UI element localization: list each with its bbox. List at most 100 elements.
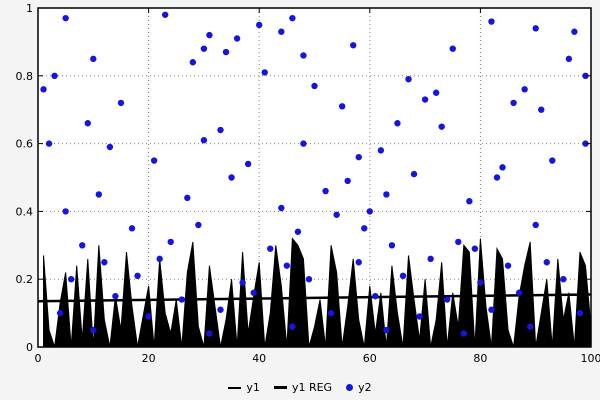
- legend-label-y2: y2: [358, 381, 372, 394]
- y2-scatter-point: [90, 55, 97, 63]
- y2-scatter-point: [521, 86, 528, 93]
- y2-scatter-point: [582, 72, 589, 80]
- legend-item-y1-reg: y1 REG: [273, 381, 332, 394]
- y2-scatter-point: [189, 59, 197, 66]
- y2-scatter-point: [327, 309, 335, 317]
- y2-scatter-point: [355, 259, 362, 266]
- y2-scatter-point: [466, 198, 473, 205]
- y2-scatter-point: [532, 221, 539, 229]
- y2-scatter-point: [206, 330, 213, 337]
- y2-scatter-point: [526, 323, 534, 330]
- plot-border: [37, 7, 592, 348]
- x-tick-label: 20: [142, 352, 156, 365]
- y2-scatter-point: [206, 31, 213, 39]
- y2-scatter-point: [455, 238, 462, 246]
- y2-scatter-point: [388, 242, 396, 249]
- x-tick-label: 100: [581, 352, 600, 365]
- y2-scatter-point: [560, 276, 567, 283]
- y2-scatter-point: [40, 86, 47, 93]
- y2-scatter-point: [460, 330, 468, 337]
- y2-scatter-point: [239, 279, 246, 286]
- x-tick-label: 80: [473, 352, 487, 365]
- y2-scatter-point: [438, 123, 445, 130]
- y2-scatter-point: [549, 157, 556, 164]
- y2-scatter-point: [184, 194, 191, 202]
- y2-scatter-point: [161, 11, 169, 18]
- y2-scatter-point: [178, 296, 185, 303]
- y2-scatter-point: [167, 238, 174, 246]
- legend-item-y1: y1: [228, 381, 260, 394]
- y-tick-label: 0.2: [16, 273, 34, 286]
- y2-scatter-point: [344, 177, 351, 185]
- y2-scatter-point: [233, 35, 241, 42]
- y2-scatter-point: [106, 143, 114, 151]
- y2-scatter-point: [289, 14, 296, 22]
- y2-scatter-point: [56, 309, 64, 317]
- y2-scatter-point: [576, 309, 584, 317]
- y2-scatter-point: [338, 103, 346, 110]
- y2-scatter-point: [432, 89, 440, 96]
- y2-scatter-point: [416, 313, 423, 320]
- y2-scatter-point: [538, 106, 545, 113]
- y-tick-label: 1: [26, 2, 33, 15]
- y2-scatter-point: [217, 306, 224, 313]
- y2-scatter-point: [117, 99, 125, 107]
- y2-scatter-point: [294, 228, 302, 235]
- y2-scatter-point: [195, 221, 202, 229]
- y2-scatter-point: [283, 262, 291, 269]
- y2-scatter-point: [372, 292, 379, 300]
- y2-scatter-point: [399, 272, 407, 280]
- y2-scatter-point: [278, 28, 285, 35]
- y2-scatter-point: [222, 48, 230, 56]
- y2-scatter-point: [200, 137, 208, 144]
- y2-scatter-point: [200, 45, 208, 52]
- y2-scatter-point: [565, 55, 573, 63]
- y2-scatter-point: [217, 126, 224, 134]
- y2-scatter-point: [45, 140, 53, 147]
- y2-scatter-point: [79, 242, 86, 249]
- y2-scatter-point: [267, 245, 274, 252]
- y2-scatter-point: [62, 14, 69, 22]
- y-tick-label: 0.4: [16, 205, 34, 218]
- y2-scatter-point: [90, 326, 97, 334]
- x-tick-label: 0: [35, 352, 42, 365]
- y2-scatter-point: [289, 323, 296, 330]
- y2-scatter-point: [84, 120, 91, 127]
- y2-scatter-point: [62, 208, 69, 215]
- y2-scatter-point: [150, 157, 158, 164]
- y2-scatter-point: [383, 326, 390, 334]
- y2-scatter-point: [128, 225, 136, 232]
- y2-scatter-point: [101, 259, 108, 266]
- y2-scatter-point: [444, 296, 451, 303]
- y-tick-label: 0: [26, 341, 33, 354]
- y2-scatter-point: [261, 69, 268, 76]
- y-tick-label: 0.8: [16, 70, 34, 83]
- y2-scatter-point: [421, 96, 429, 103]
- y2-scatter-point: [355, 153, 362, 161]
- x-tick-label: 40: [252, 352, 266, 365]
- y2-scatter-point: [145, 313, 152, 320]
- legend: y1 y1 REG y2: [0, 381, 600, 394]
- y2-scatter-point: [256, 21, 263, 29]
- y2-scatter-point: [250, 289, 257, 296]
- y2-scatter-point: [477, 279, 484, 286]
- y2-scatter-point: [394, 120, 401, 127]
- y2-scatter-point: [532, 25, 539, 32]
- y2-scatter-point: [112, 292, 119, 300]
- legend-label-y1: y1: [246, 381, 260, 394]
- y2-scatter-point: [300, 140, 307, 147]
- y2-scatter-point: [311, 82, 318, 90]
- y2-scatter-point: [499, 164, 506, 171]
- y-tick-label: 0.6: [16, 138, 34, 151]
- y2-scatter-point: [515, 289, 523, 296]
- y2-scatter-point: [333, 211, 340, 218]
- y2-scatter-point: [244, 160, 252, 168]
- y2-scatter-point: [300, 52, 307, 59]
- y1-line-swatch-icon: [228, 386, 242, 389]
- y1-reg-line: [37, 293, 592, 303]
- y2-scatter-point: [488, 306, 495, 313]
- legend-item-y2: y2: [346, 381, 372, 394]
- y2-scatter-point: [228, 174, 235, 181]
